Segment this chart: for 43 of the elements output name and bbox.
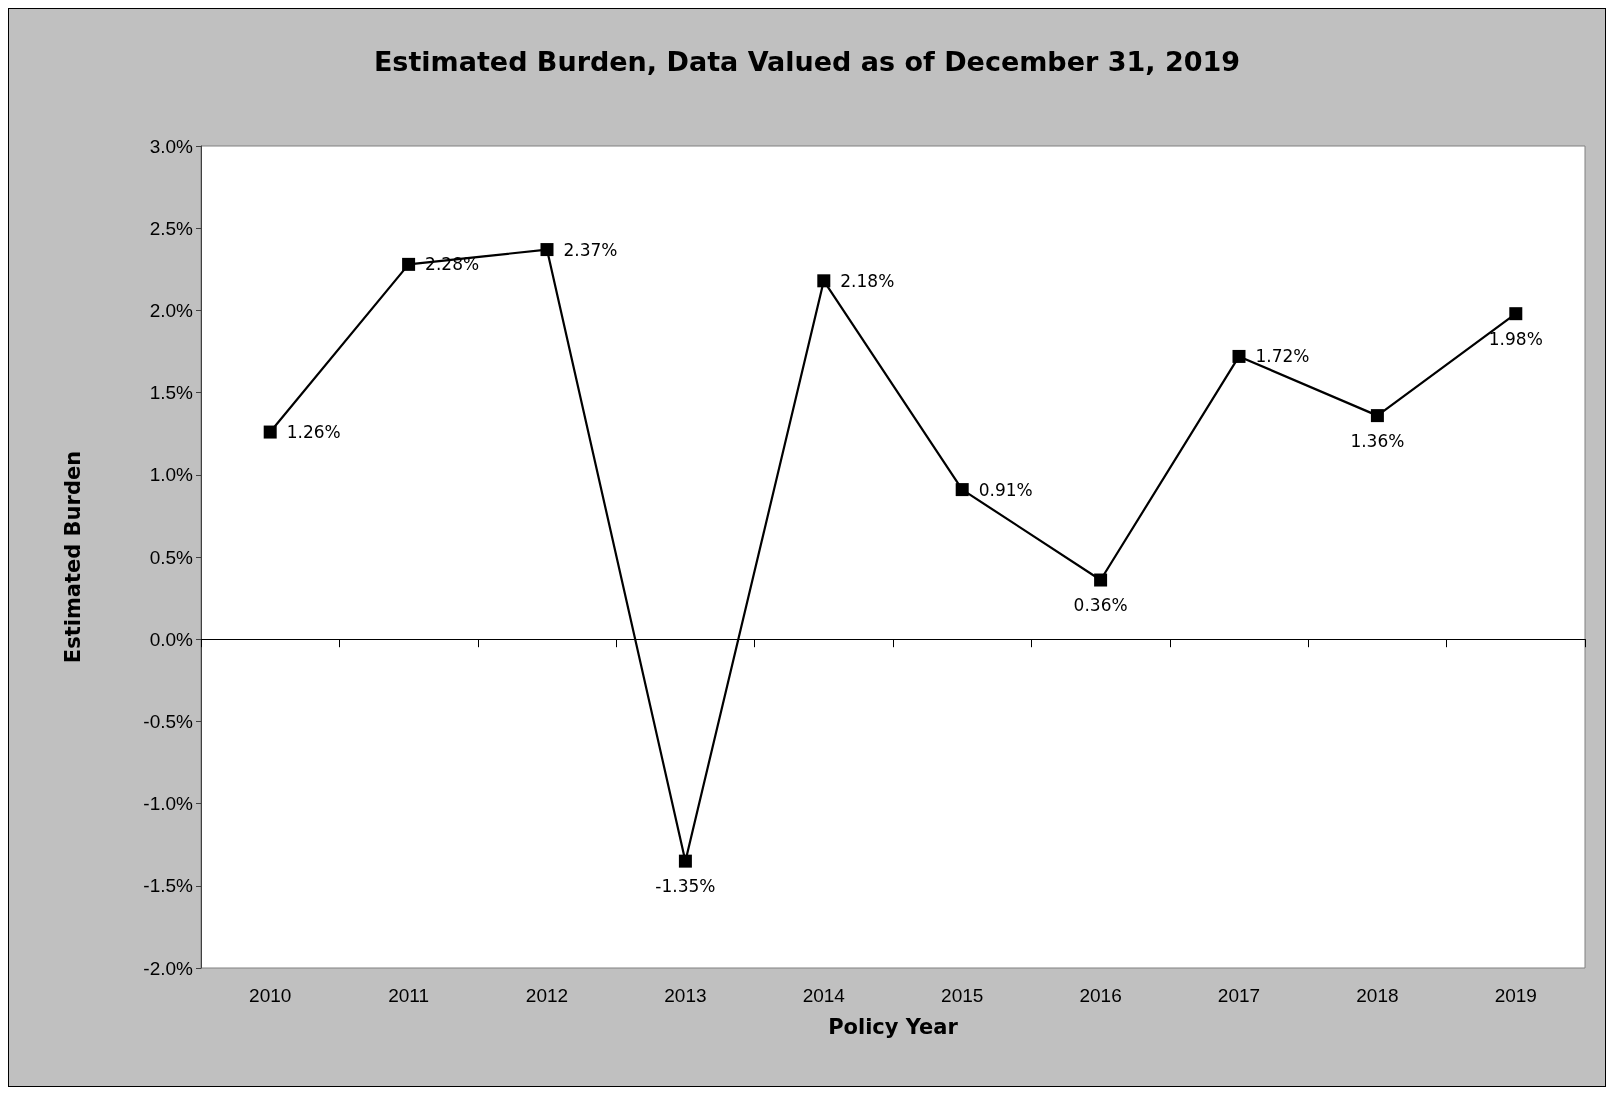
data-label: 1.72% [1255, 346, 1310, 367]
data-label: 2.37% [563, 239, 618, 260]
x-tick-label: 2010 [249, 985, 292, 1006]
point [1232, 349, 1246, 363]
data-label: -1.35% [655, 876, 716, 897]
x-tick-label: 2013 [664, 985, 707, 1006]
y-axis-title: Estimated Burden [60, 450, 85, 664]
x-tick-label: 2014 [802, 985, 846, 1006]
point [1094, 573, 1108, 587]
y-tick-label: 0.5% [149, 546, 194, 568]
point [1509, 307, 1523, 321]
point [817, 274, 831, 288]
data-label: 0.36% [1073, 595, 1128, 616]
x-tick-label: 2016 [1079, 985, 1122, 1006]
point [955, 483, 969, 497]
data-label: 1.36% [1350, 430, 1405, 451]
data-label: 2.18% [840, 270, 895, 291]
y-tick-label: 3.0% [149, 135, 194, 157]
y-tick-label: 2.5% [149, 217, 194, 239]
y-tick-label: 1.0% [149, 464, 194, 486]
data-label: 1.98% [1488, 328, 1543, 349]
y-tick-label: -0.5% [143, 710, 194, 732]
x-tick-label: 2018 [1356, 985, 1399, 1006]
data-label: 0.91% [978, 479, 1033, 500]
point [263, 425, 277, 439]
y-tick-label: 2.0% [149, 299, 194, 321]
x-tick-label: 2017 [1217, 985, 1261, 1006]
data-label: 1.26% [286, 422, 341, 443]
x-tick-label: 2019 [1494, 985, 1537, 1006]
point [540, 243, 554, 257]
x-tick-label: 2012 [525, 985, 569, 1006]
x-axis-title: Policy Year [828, 1014, 959, 1039]
chart-title: Estimated Burden, Data Valued as of December 31, 2019 [373, 46, 1241, 77]
point [402, 257, 416, 271]
x-tick-label: 2011 [388, 985, 430, 1006]
point [1370, 409, 1384, 423]
y-tick-label: -1.0% [143, 793, 194, 815]
y-tick-label: -2.0% [143, 957, 194, 979]
x-tick-label: 2015 [941, 985, 984, 1006]
point [678, 854, 692, 868]
y-tick-label: 1.5% [149, 382, 194, 404]
y-tick-label: 0.0% [149, 628, 194, 650]
y-tick-label: -1.5% [143, 875, 194, 897]
